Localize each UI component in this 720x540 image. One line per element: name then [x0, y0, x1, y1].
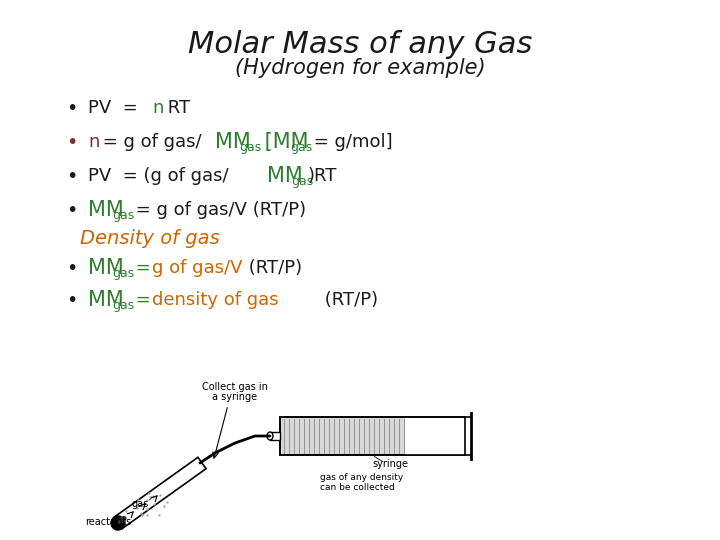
Text: PV  =: PV = [88, 99, 149, 117]
Text: gas: gas [291, 176, 313, 188]
Text: (RT/P): (RT/P) [243, 259, 302, 277]
Text: a syringe: a syringe [212, 392, 258, 402]
Text: g of gas/V: g of gas/V [152, 259, 243, 277]
Text: MM: MM [88, 200, 124, 220]
Ellipse shape [118, 517, 126, 523]
Text: n: n [88, 133, 99, 151]
Text: gas: gas [290, 141, 312, 154]
Text: can be collected: can be collected [320, 483, 395, 492]
Text: [MM: [MM [258, 132, 308, 152]
Text: (Hydrogen for example): (Hydrogen for example) [235, 58, 485, 78]
Text: gas: gas [112, 300, 134, 313]
Text: gas: gas [112, 267, 134, 280]
Bar [280, 417, 465, 455]
Text: = g of gas/: = g of gas/ [97, 133, 207, 151]
Text: •: • [66, 200, 78, 219]
Text: PV  = (g of gas/: PV = (g of gas/ [88, 167, 235, 185]
Text: Molar Mass of any Gas: Molar Mass of any Gas [188, 30, 532, 59]
Text: Collect gas in: Collect gas in [202, 382, 268, 392]
Text: syringe: syringe [372, 459, 408, 469]
Text: •: • [66, 166, 78, 186]
Text: •: • [66, 259, 78, 278]
Polygon shape [270, 432, 280, 440]
Text: MM: MM [88, 258, 124, 278]
Text: RT: RT [162, 99, 190, 117]
Text: = g of gas/V (RT/P): = g of gas/V (RT/P) [130, 201, 306, 219]
Text: =: = [130, 291, 156, 309]
Text: MM: MM [88, 290, 124, 310]
Text: n: n [152, 99, 163, 117]
Text: gas: gas [131, 499, 148, 509]
Text: (RT/P): (RT/P) [319, 291, 378, 309]
Text: density of gas: density of gas [152, 291, 279, 309]
Bar [280, 417, 465, 455]
Text: reactants: reactants [85, 517, 131, 527]
Text: =: = [130, 259, 156, 277]
Text: •: • [66, 98, 78, 118]
Text: Density of gas: Density of gas [80, 228, 220, 247]
Text: gas of any density: gas of any density [320, 473, 403, 482]
Ellipse shape [267, 432, 273, 440]
Ellipse shape [111, 516, 125, 530]
Text: MM: MM [215, 132, 251, 152]
Text: MM: MM [267, 166, 302, 186]
Text: )RT: )RT [308, 167, 338, 185]
Text: •: • [66, 291, 78, 309]
Text: •: • [66, 132, 78, 152]
Text: = g/mol]: = g/mol] [308, 133, 392, 151]
Polygon shape [405, 418, 465, 454]
Polygon shape [114, 457, 206, 529]
Text: gas: gas [112, 210, 134, 222]
Text: gas: gas [239, 141, 261, 154]
